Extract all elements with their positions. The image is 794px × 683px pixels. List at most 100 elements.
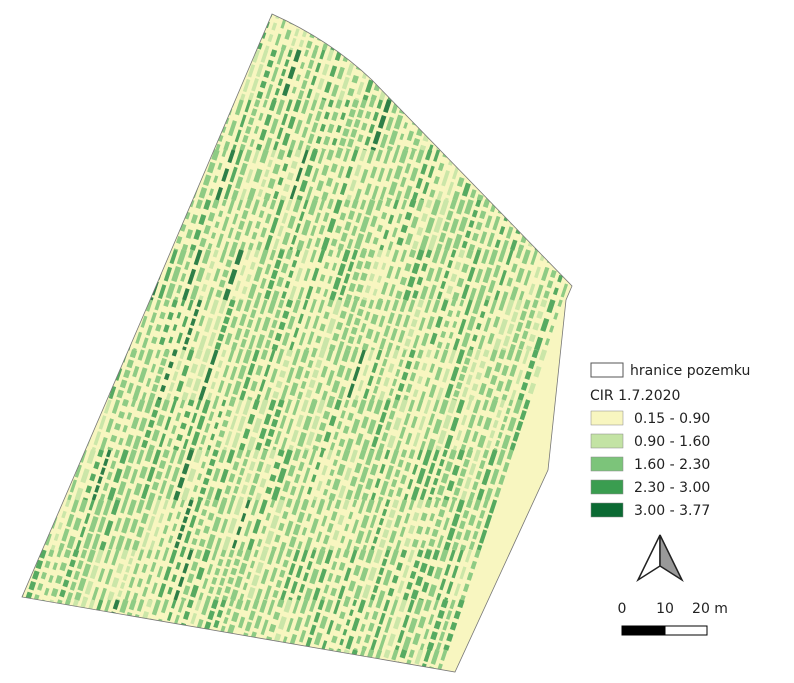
field	[0, 0, 794, 683]
crop-row	[0, 600, 3, 650]
crop-row	[373, 0, 390, 50]
crop-row	[232, 650, 249, 683]
crop-row	[78, 200, 95, 250]
crop-row	[110, 300, 127, 350]
crop-row	[28, 350, 45, 400]
crop-row	[496, 100, 513, 150]
crop-row	[512, 150, 529, 200]
crop-row	[406, 50, 423, 100]
crop-row	[209, 0, 226, 50]
crop-row	[472, 0, 489, 50]
crop-row	[119, 150, 136, 200]
crop-row	[160, 200, 177, 250]
legend-swatch	[591, 480, 623, 494]
crop-row	[463, 0, 480, 50]
legend-title: CIR 1.7.2020	[590, 388, 680, 404]
crop-row	[77, 250, 94, 300]
crop-row	[52, 650, 69, 683]
crop-row	[102, 250, 119, 300]
crop-row	[44, 600, 61, 650]
crop-row	[168, 50, 185, 100]
crop-row	[36, 600, 53, 650]
crop-row	[586, 150, 603, 200]
crop-row	[537, 150, 554, 200]
crop-row	[183, 650, 200, 683]
crop-row	[53, 300, 69, 350]
crop-row	[159, 650, 176, 683]
crop-row	[193, 50, 210, 100]
crop-row	[184, 50, 201, 100]
crop-row	[36, 650, 53, 683]
crop-row	[110, 250, 127, 300]
crop-row	[126, 650, 143, 683]
crop-row	[119, 100, 136, 150]
crop-row	[176, 150, 193, 200]
crop-row	[160, 100, 177, 150]
crop-row	[60, 650, 76, 683]
crop-row	[20, 450, 36, 500]
crop-row	[586, 50, 603, 100]
north-arrow	[638, 535, 682, 580]
crop-row	[224, 650, 241, 683]
crop-row	[496, 50, 513, 100]
legend-swatch	[591, 457, 623, 471]
scale-bar: 0 10 20 m	[618, 601, 728, 635]
crop-row	[28, 600, 45, 650]
crop-row	[143, 200, 160, 250]
crop-row	[0, 450, 12, 500]
crop-row	[175, 650, 192, 683]
crop-row	[545, 0, 562, 50]
crop-row	[273, 650, 290, 683]
crop-row	[349, 0, 366, 50]
crop-row	[127, 250, 144, 300]
crop-row	[455, 0, 472, 50]
crop-row	[19, 650, 36, 683]
crop-row	[619, 0, 636, 50]
legend-label: 0.90 - 1.60	[634, 434, 710, 450]
crop-row	[3, 550, 20, 600]
crop-row	[86, 200, 103, 250]
crop-row	[0, 550, 11, 600]
crop-row	[193, 0, 210, 50]
crop-row	[127, 200, 144, 250]
crop-row	[249, 650, 265, 683]
crop-row	[496, 0, 512, 50]
crop-row	[545, 50, 562, 100]
crop-row	[193, 100, 210, 150]
crop-row	[94, 200, 111, 250]
crop-row	[578, 0, 595, 50]
crop-row	[479, 150, 496, 200]
crop-row	[529, 150, 546, 200]
crop-row	[594, 100, 611, 150]
crop-row	[176, 0, 193, 50]
crop-row	[135, 50, 152, 100]
crop-row	[570, 0, 587, 50]
crop-row	[439, 100, 456, 150]
crop-row	[168, 0, 185, 50]
scale-label: 10	[656, 601, 674, 617]
crop-row	[52, 600, 69, 650]
crop-row	[77, 300, 94, 350]
crop-row	[127, 50, 144, 100]
crop-row	[537, 50, 554, 100]
crop-row	[644, 0, 661, 50]
crop-row	[53, 350, 70, 400]
crop-row	[85, 650, 102, 683]
crop-row	[471, 100, 488, 150]
crop-row	[331, 650, 348, 683]
crop-row	[414, 50, 431, 100]
crop-row	[143, 150, 160, 200]
crop-row	[110, 150, 127, 200]
crop-row	[578, 200, 595, 250]
crop-row	[422, 0, 439, 50]
crop-row	[570, 200, 587, 250]
crop-row	[27, 650, 44, 683]
crop-row	[553, 50, 570, 100]
crop-row	[176, 50, 193, 100]
crop-row	[119, 200, 136, 250]
crop-row	[94, 250, 111, 300]
crop-row	[430, 50, 447, 100]
crop-row	[431, 0, 448, 50]
crop-row	[265, 650, 282, 683]
crop-row	[0, 650, 3, 683]
